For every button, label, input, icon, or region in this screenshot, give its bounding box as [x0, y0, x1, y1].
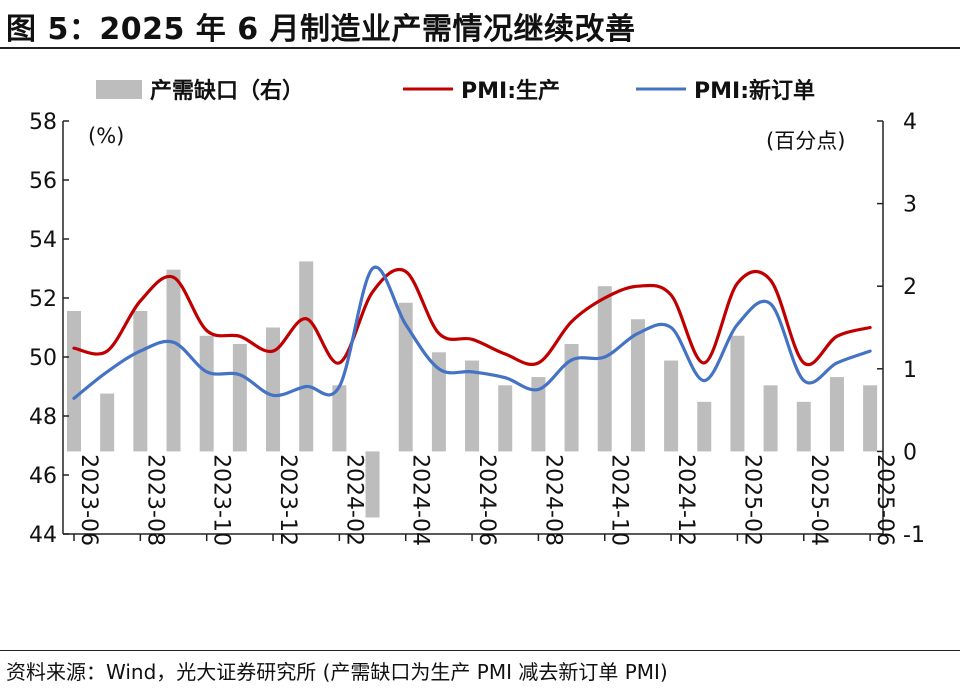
bar-gap: [266, 327, 281, 452]
legend: 产需缺口（右） PMI:生产 PMI:新订单: [96, 78, 815, 104]
legend-label-gap: 产需缺口（右）: [150, 78, 304, 104]
bar-gap: [664, 360, 679, 452]
bar-gap: [697, 401, 712, 452]
right-unit-label: (百分点): [766, 129, 845, 153]
left-tick-label: 56: [29, 169, 57, 194]
right-tick-label: 4: [903, 110, 917, 135]
x-tick-label: 2024-08: [540, 454, 565, 546]
bar-gap: [763, 385, 778, 452]
x-tick-label: 2023-12: [275, 454, 300, 546]
bar-gap: [597, 286, 612, 452]
bar-gap: [431, 352, 446, 452]
line-production: [72, 268, 872, 367]
x-tick-label: 2024-12: [673, 454, 698, 546]
bar-gap: [365, 451, 380, 518]
bar-gap: [531, 377, 546, 452]
bar-gap: [398, 302, 413, 452]
line-series: [72, 265, 872, 400]
right-tick-label: -1: [903, 523, 925, 548]
right-tick-label: 0: [903, 440, 917, 465]
title-divider: [0, 47, 960, 49]
bar-gap: [465, 360, 480, 452]
right-tick-label: 3: [903, 193, 917, 218]
bar-gap: [730, 335, 745, 452]
x-tick-label: 2023-06: [76, 454, 101, 546]
bar-gap: [166, 269, 181, 452]
left-tick-label: 44: [29, 523, 57, 548]
x-tick-label: 2024-02: [341, 454, 366, 546]
x-tick-label: 2023-10: [209, 454, 234, 546]
bar-gap: [199, 335, 214, 452]
left-tick-label: 52: [29, 287, 57, 312]
left-tick-label: 46: [29, 464, 57, 489]
x-tick-label: 2024-10: [607, 454, 632, 546]
left-tick-label: 48: [29, 405, 57, 430]
bar-gap: [67, 310, 81, 452]
bar-gap: [133, 310, 148, 452]
left-tick-label: 58: [29, 110, 57, 135]
left-tick-label: 50: [29, 346, 57, 371]
x-tick-label: 2024-04: [408, 454, 433, 546]
legend-label-new-orders: PMI:新订单: [694, 78, 815, 104]
x-tick-label: 2025-02: [739, 454, 764, 546]
left-tick-label: 54: [29, 228, 57, 253]
bar-gap: [232, 344, 247, 452]
bar-gap: [796, 401, 811, 452]
bar-series-gap: [67, 261, 878, 518]
legend-swatch-gap: [96, 80, 142, 99]
chart-axes: [62, 120, 884, 541]
x-tick-label: 2023-08: [142, 454, 167, 546]
bar-gap: [564, 344, 579, 452]
bar-gap: [630, 319, 645, 452]
bar-gap: [829, 377, 844, 452]
bar-gap: [332, 385, 347, 452]
line-new-orders: [72, 265, 872, 400]
x-tick-label: 2024-06: [474, 454, 499, 546]
bar-gap: [498, 385, 513, 452]
footer-divider: [0, 650, 960, 651]
right-tick-label: 1: [903, 358, 917, 383]
source-note: 资料来源：Wind，光大证券研究所 (产需缺口为生产 PMI 减去新订单 PMI…: [6, 660, 668, 684]
chart-title: 图 5：2025 年 6 月制造业产需情况继续改善: [6, 12, 636, 47]
bar-gap: [299, 261, 314, 452]
bar-gap: [100, 393, 115, 452]
bar-gap: [863, 385, 878, 452]
left-unit-label: (%): [88, 124, 124, 148]
x-tick-label: 2025-04: [806, 454, 831, 546]
right-tick-label: 2: [903, 275, 917, 300]
legend-label-production: PMI:生产: [461, 79, 560, 104]
x-tick-label: 2025-06: [872, 454, 897, 546]
